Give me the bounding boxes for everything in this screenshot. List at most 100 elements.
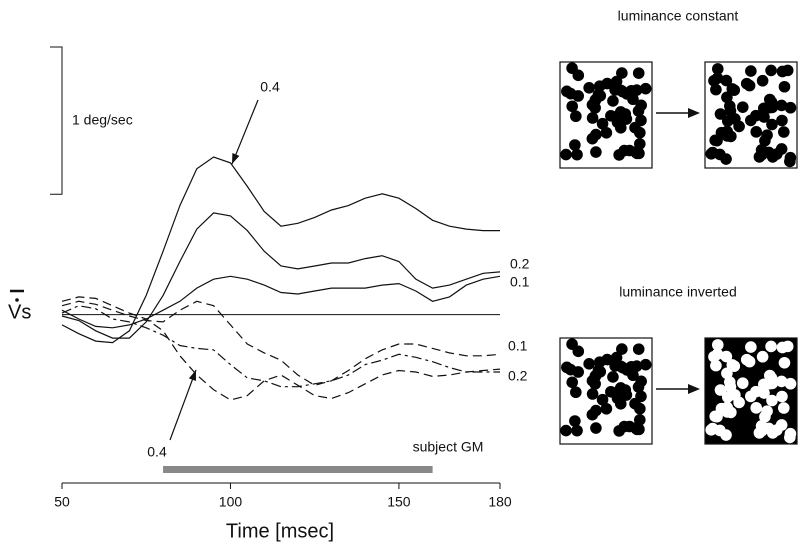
- series-label: 0.2: [510, 256, 530, 272]
- stimulus-dot: [781, 340, 794, 353]
- stimulus-dot: [596, 393, 609, 406]
- stimulus-dot: [766, 118, 778, 131]
- stimulus-dot: [753, 151, 766, 163]
- stimulus-dot: [590, 128, 602, 141]
- arrow-head: [232, 153, 240, 164]
- stimulus-label: subject GM: [413, 439, 484, 455]
- x-axis-label: Time [msec]: [226, 520, 334, 542]
- stimulus-dot: [765, 96, 778, 108]
- arrow-head: [688, 108, 700, 118]
- stimulus-dot: [631, 147, 643, 160]
- stimulus-dot: [615, 84, 627, 97]
- series-line: [61, 212, 501, 339]
- stimulus-dot: [590, 146, 602, 158]
- stimulus-dot: [765, 64, 777, 77]
- stimulus-dot: [776, 114, 788, 127]
- stimulus-dot: [639, 82, 652, 95]
- stimulus-dot: [720, 74, 733, 87]
- stimulus-dot: [778, 402, 790, 414]
- stimulus-dot: [590, 422, 602, 434]
- stimulus-dot: [740, 77, 753, 90]
- stimulus-dot: [740, 353, 753, 366]
- stimulus-dot: [728, 84, 741, 96]
- stimulus-dot: [736, 377, 749, 389]
- stimulus-dot: [616, 67, 628, 79]
- stimulus-dot: [613, 425, 625, 437]
- stimulus-dot: [560, 148, 572, 161]
- stimulus-dot: [750, 385, 762, 398]
- stimulus-dot: [763, 146, 775, 159]
- stimulus-dot: [714, 384, 727, 396]
- stimulus-dot: [566, 338, 578, 350]
- stimulus-dot: [571, 424, 583, 437]
- scale-bar: [50, 46, 63, 195]
- x-tick-label: 150: [387, 494, 411, 510]
- stimulus-dot: [631, 423, 643, 436]
- stimulus-dot: [711, 134, 723, 147]
- stimulus-dot: [784, 155, 796, 168]
- stimulus-dot: [613, 149, 625, 161]
- stimulus-dot: [635, 99, 647, 112]
- stimulus-dot: [750, 402, 763, 414]
- stimulus-dot: [784, 377, 797, 390]
- stimulus-dot: [569, 139, 581, 151]
- stimulus-dot: [586, 374, 599, 387]
- stimulus-dot: [766, 394, 778, 407]
- stimulus-dot: [619, 384, 632, 396]
- stimulus-dot: [745, 341, 757, 353]
- stimulus-dot: [711, 63, 724, 75]
- stimulus-dot: [714, 148, 726, 161]
- stimulus-dot: [756, 74, 769, 87]
- stimulus-dot: [710, 359, 722, 372]
- label-arrow: [231, 99, 259, 165]
- stimulus-dot: [629, 121, 641, 134]
- stimulus-dot: [710, 83, 722, 96]
- x-tick-label: 180: [488, 494, 512, 510]
- stimulus-dot: [601, 353, 613, 366]
- series-label: 0.4: [260, 79, 280, 95]
- y-label-dot: [15, 298, 19, 302]
- stimulus-dot: [753, 427, 766, 439]
- y-axis-label: Vs: [8, 301, 31, 323]
- stimulus-dot: [776, 390, 788, 403]
- stimulus-dot: [721, 125, 733, 138]
- stimulus-dot: [778, 80, 791, 93]
- stimulus-dot: [720, 350, 733, 363]
- stimulus-dot: [570, 110, 582, 123]
- panel-title: luminance inverted: [619, 284, 737, 300]
- stimulus-dot: [583, 81, 595, 94]
- stimulus-dot: [775, 375, 788, 388]
- stimulus-dot: [586, 98, 599, 111]
- stimulus-dot: [721, 91, 733, 104]
- stimulus-dot: [590, 404, 602, 417]
- stimulus-dot: [635, 375, 647, 388]
- stimulus-dot: [757, 378, 770, 391]
- series-line: [61, 300, 501, 386]
- stimulus-dot: [607, 371, 619, 383]
- stimulus-dot: [721, 401, 733, 414]
- stimulus-dot: [784, 101, 797, 114]
- stimulus-dot: [615, 360, 627, 373]
- stimulus-dot: [724, 105, 737, 117]
- stimulus-dot: [781, 64, 794, 77]
- stimulus-dot: [586, 388, 599, 400]
- stimulus-dot: [765, 340, 777, 353]
- stimulus-dot: [736, 101, 749, 113]
- stimulus-dot: [714, 108, 727, 120]
- stimulus-dot: [778, 126, 790, 138]
- stimulus-dot: [778, 356, 791, 369]
- stimulus-dot: [566, 376, 579, 389]
- stimulus-dot: [724, 381, 737, 393]
- stimulus-dot: [583, 357, 595, 370]
- arrow-head: [688, 384, 700, 394]
- stimulus-dot: [616, 343, 628, 355]
- stimulus-dot: [750, 126, 763, 138]
- stimulus-dot: [596, 117, 609, 130]
- stimulus-dot: [711, 339, 724, 351]
- panel-title: luminance constant: [618, 8, 739, 24]
- series-line: [61, 305, 500, 388]
- stimulus-dot: [711, 348, 724, 360]
- stimulus-dot: [721, 367, 733, 380]
- stimulus-dot: [632, 343, 645, 355]
- stimulus-dot: [592, 364, 605, 377]
